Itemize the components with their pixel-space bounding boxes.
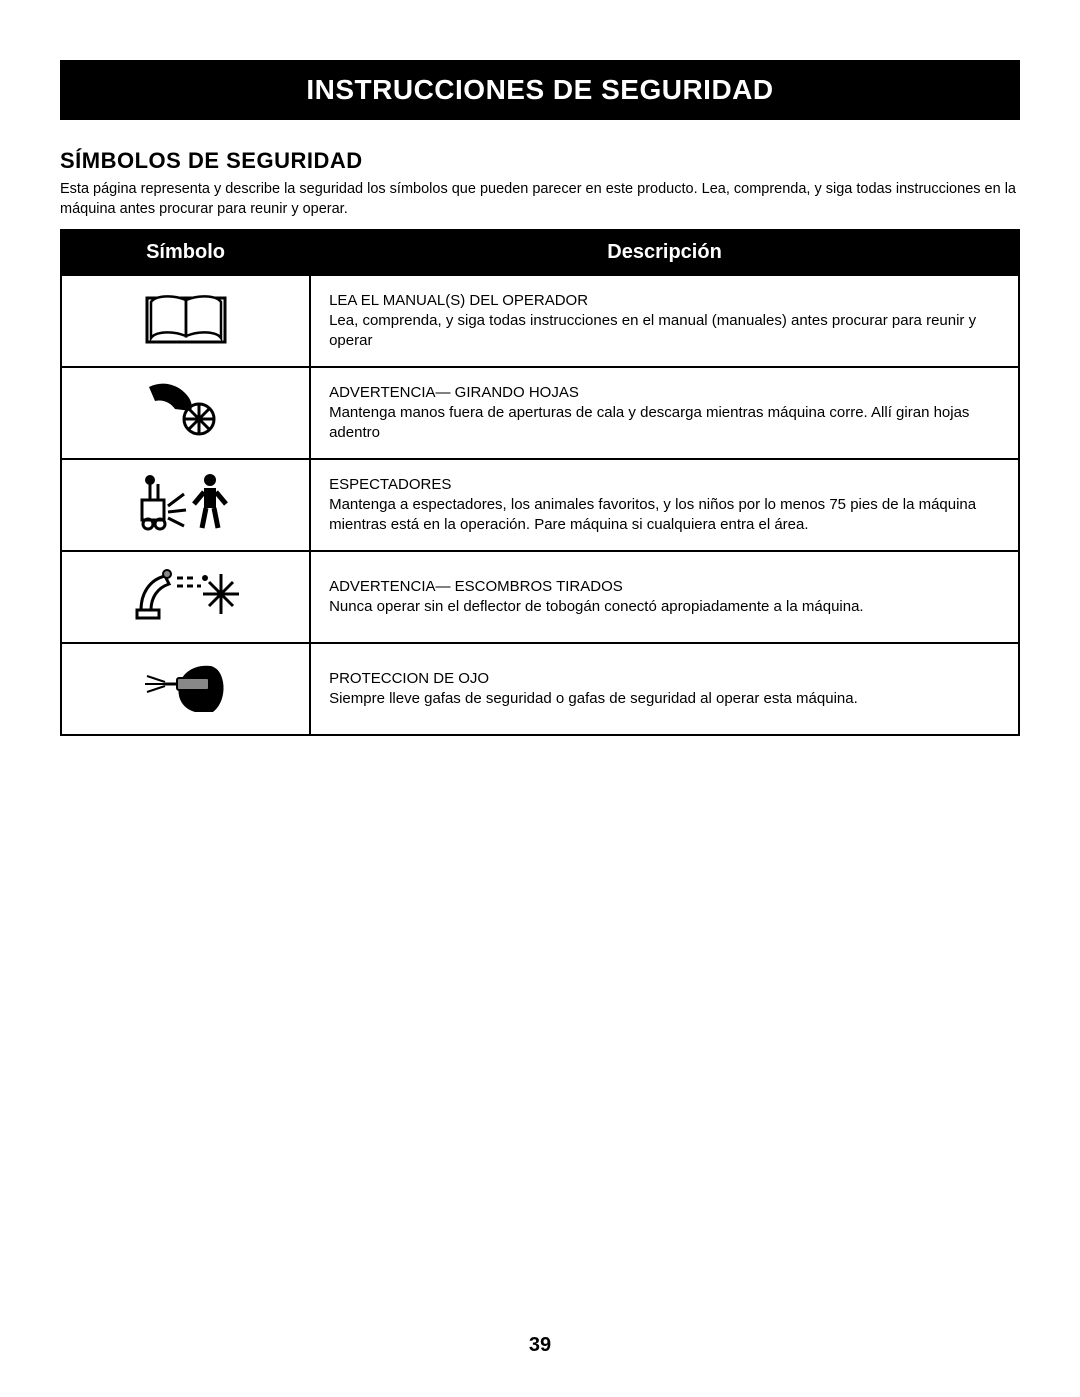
row-title: ADVERTENCIA— GIRANDO HOJAS xyxy=(329,384,579,401)
symbol-cell xyxy=(61,367,310,459)
description-cell: LEA EL MANUAL(S) DEL OPERADOR Lea, compr… xyxy=(310,275,1019,367)
description-cell: ADVERTENCIA— GIRANDO HOJAS Mantenga mano… xyxy=(310,367,1019,459)
table-row: ADVERTENCIA— GIRANDO HOJAS Mantenga mano… xyxy=(61,367,1019,459)
symbol-cell xyxy=(61,643,310,735)
bystanders-icon xyxy=(136,470,236,540)
row-body: Mantenga a espectadores, los animales fa… xyxy=(329,496,976,533)
table-row: LEA EL MANUAL(S) DEL OPERADOR Lea, compr… xyxy=(61,275,1019,367)
symbol-cell xyxy=(61,275,310,367)
row-title: LEA EL MANUAL(S) DEL OPERADOR xyxy=(329,292,588,309)
symbols-table: Símbolo Descripción xyxy=(60,229,1020,736)
row-title: ADVERTENCIA— ESCOMBROS TIRADOS xyxy=(329,578,623,595)
row-body: Mantenga manos fuera de aperturas de cal… xyxy=(329,404,969,441)
description-cell: ESPECTADORES Mantenga a espectadores, lo… xyxy=(310,459,1019,551)
table-row: ESPECTADORES Mantenga a espectadores, lo… xyxy=(61,459,1019,551)
section-heading: SÍMBOLOS DE SEGURIDAD xyxy=(60,148,1020,174)
title-bar: INSTRUCCIONES DE SEGURIDAD xyxy=(60,60,1020,120)
table-row: PROTECCION DE OJO Siempre lleve gafas de… xyxy=(61,643,1019,735)
column-header-symbol: Símbolo xyxy=(61,230,310,275)
manual-icon xyxy=(141,288,231,354)
page-number: 39 xyxy=(0,1334,1080,1357)
page-container: INSTRUCCIONES DE SEGURIDAD SÍMBOLOS DE S… xyxy=(0,0,1080,736)
section-intro: Esta página representa y describe la seg… xyxy=(60,180,1020,219)
table-header-row: Símbolo Descripción xyxy=(61,230,1019,275)
table-row: ADVERTENCIA— ESCOMBROS TIRADOS Nunca ope… xyxy=(61,551,1019,643)
rotating-blades-icon xyxy=(141,379,231,447)
row-title: ESPECTADORES xyxy=(329,476,451,493)
thrown-debris-icon xyxy=(131,564,241,630)
row-body: Lea, comprenda, y siga todas instruccion… xyxy=(329,312,976,349)
row-title: PROTECCION DE OJO xyxy=(329,670,489,687)
eye-protection-icon xyxy=(141,656,231,722)
symbol-cell xyxy=(61,551,310,643)
row-body: Siempre lleve gafas de seguridad o gafas… xyxy=(329,690,858,707)
description-cell: ADVERTENCIA— ESCOMBROS TIRADOS Nunca ope… xyxy=(310,551,1019,643)
row-body: Nunca operar sin el deflector de tobogán… xyxy=(329,598,864,615)
page-title: INSTRUCCIONES DE SEGURIDAD xyxy=(306,74,773,105)
description-cell: PROTECCION DE OJO Siempre lleve gafas de… xyxy=(310,643,1019,735)
symbol-cell xyxy=(61,459,310,551)
column-header-description: Descripción xyxy=(310,230,1019,275)
